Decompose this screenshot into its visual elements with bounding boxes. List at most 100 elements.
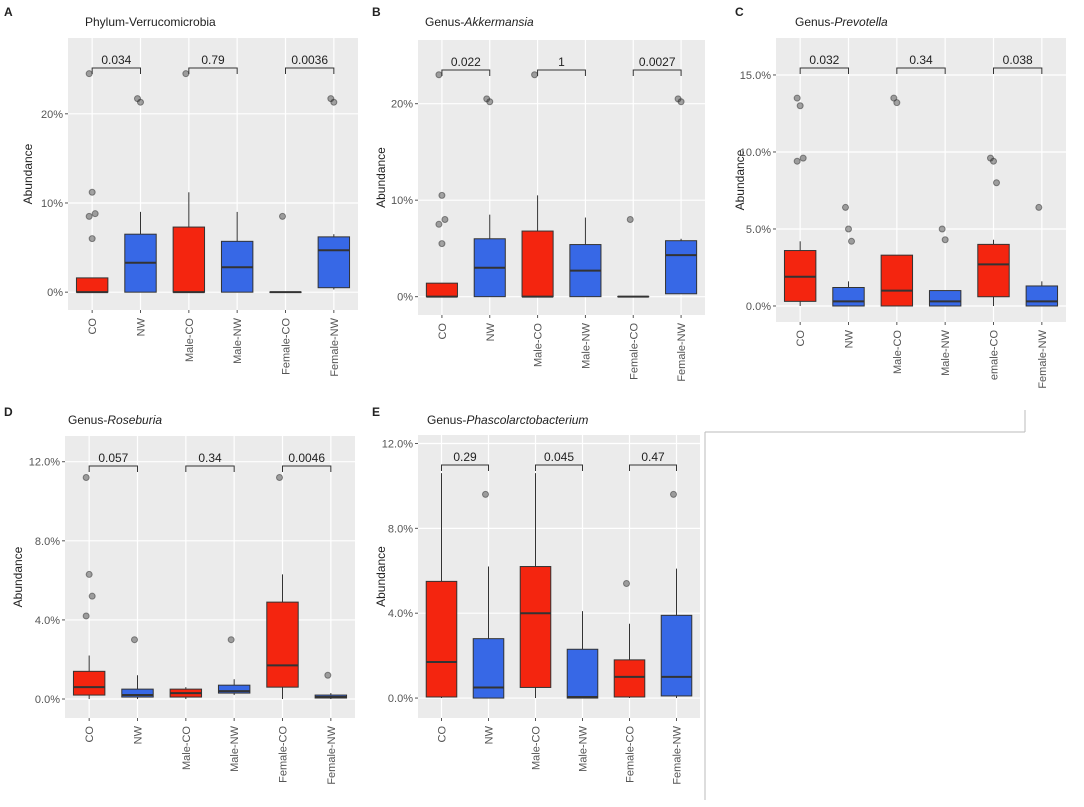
x-tick-label: Female-NW [326, 725, 338, 784]
x-tick-label: CO [795, 330, 807, 347]
p-value: 0.0036 [291, 53, 328, 67]
outlier-point [626, 215, 634, 223]
significance-bracket [993, 67, 1043, 74]
y-tick-label: 0% [47, 287, 63, 299]
outlier-point [137, 98, 144, 106]
title-italic: Akkermansia [463, 15, 534, 29]
panel-letter: E [372, 405, 380, 419]
x-tick-label: CO [87, 318, 99, 335]
significance-bracket [282, 465, 332, 472]
y-tick-label: 10% [391, 195, 413, 207]
x-tick-label: Male-CO [531, 726, 543, 770]
outlier-point [845, 225, 852, 233]
x-tick-label: NW [484, 725, 496, 744]
significance-bracket [535, 464, 583, 471]
y-tick-label: 12.0% [382, 438, 413, 450]
plot-background [418, 40, 705, 315]
y-tick-label: 15.0% [740, 70, 771, 82]
box [880, 254, 914, 307]
y-tick-label: 4.0% [35, 615, 60, 627]
box [317, 236, 351, 289]
x-tick-label: Male-NW [578, 725, 590, 771]
x-tick-label: Male-NW [232, 317, 244, 363]
y-tick-label: 10.0% [740, 147, 771, 159]
outlier-point [88, 188, 96, 196]
y-tick-label: 0% [397, 292, 413, 304]
outlier-point [796, 102, 804, 110]
box [665, 240, 698, 295]
y-tick-label: 10% [41, 198, 63, 210]
outlier-point [279, 212, 286, 220]
outlier-point [993, 179, 1000, 187]
outlier-point [438, 191, 446, 199]
box [566, 648, 599, 699]
panel-title: Genus-Akkermansia [425, 15, 534, 29]
x-tick-label: NW [844, 329, 856, 348]
outlier-point [990, 157, 997, 165]
p-value: 0.34 [909, 53, 933, 67]
x-tick-label: Male-NW [229, 725, 241, 771]
p-value: 0.032 [809, 53, 839, 67]
x-tick-label: Male-CO [892, 330, 904, 374]
outlier-point [82, 474, 90, 482]
x-tick-label: Male-CO [184, 318, 196, 362]
x-tick-label: CO [437, 323, 449, 340]
y-tick-label: 8.0% [388, 523, 413, 535]
outlier-point [82, 612, 90, 620]
box [217, 684, 251, 694]
panel-letter: C [735, 5, 744, 19]
x-tick-label: Male-CO [533, 323, 545, 367]
y-tick-label: 0.0% [35, 694, 60, 706]
title-italic: Phascolarctobacterium [466, 413, 588, 427]
significance-bracket [632, 69, 682, 76]
p-value: 0.0027 [639, 55, 676, 69]
y-tick-label: 20% [41, 109, 63, 121]
outlier-point [324, 671, 332, 679]
x-tick-label: Female-CO [628, 323, 640, 380]
box [832, 287, 865, 307]
x-tick-label: Male-NW [940, 329, 952, 375]
x-tick-label: emale-CO [989, 330, 1001, 381]
outlier-point [276, 474, 283, 482]
outlier-point [793, 157, 801, 165]
p-value: 0.34 [198, 451, 222, 465]
x-tick-label: NW [136, 317, 148, 336]
p-value: 1 [558, 55, 565, 69]
x-tick-label: Female-NW [676, 322, 688, 381]
significance-bracket [88, 465, 138, 472]
x-tick-label: Female-NW [672, 725, 684, 784]
p-value: 0.022 [451, 55, 481, 69]
p-value: 0.0046 [288, 451, 325, 465]
box [977, 243, 1010, 298]
box [519, 566, 552, 688]
outlier-point [227, 636, 235, 644]
y-tick-label: 0.0% [746, 301, 771, 313]
outlier-point [482, 490, 489, 498]
p-value: 0.47 [641, 450, 665, 464]
x-tick-label: NW [133, 725, 145, 744]
panel-letter: D [4, 405, 13, 419]
outlier-point [677, 98, 685, 106]
x-tick-label: CO [437, 726, 449, 743]
title-text: Phylum-Verrucomicrobia [85, 15, 216, 29]
plot-background [776, 38, 1066, 322]
title-italic: Prevotella [834, 15, 888, 29]
outlier-point [88, 592, 96, 600]
x-tick-label: Female-CO [278, 726, 290, 783]
p-value: 0.29 [453, 450, 477, 464]
outlier-point [799, 154, 807, 162]
title-text: Genus- [795, 15, 834, 29]
box [660, 614, 693, 697]
p-value: 0.034 [101, 53, 131, 67]
significance-bracket [896, 67, 946, 74]
y-tick-label: 20% [391, 99, 413, 111]
title-text: Genus- [68, 413, 107, 427]
box [425, 580, 458, 698]
title-text: Genus- [425, 15, 464, 29]
y-tick-label: 0.0% [388, 693, 413, 705]
panel-title: Phylum-Verrucomicrobia [85, 15, 216, 29]
outlier-point [330, 98, 338, 106]
x-tick-label: NW [485, 322, 497, 341]
outlier-point [941, 236, 949, 244]
